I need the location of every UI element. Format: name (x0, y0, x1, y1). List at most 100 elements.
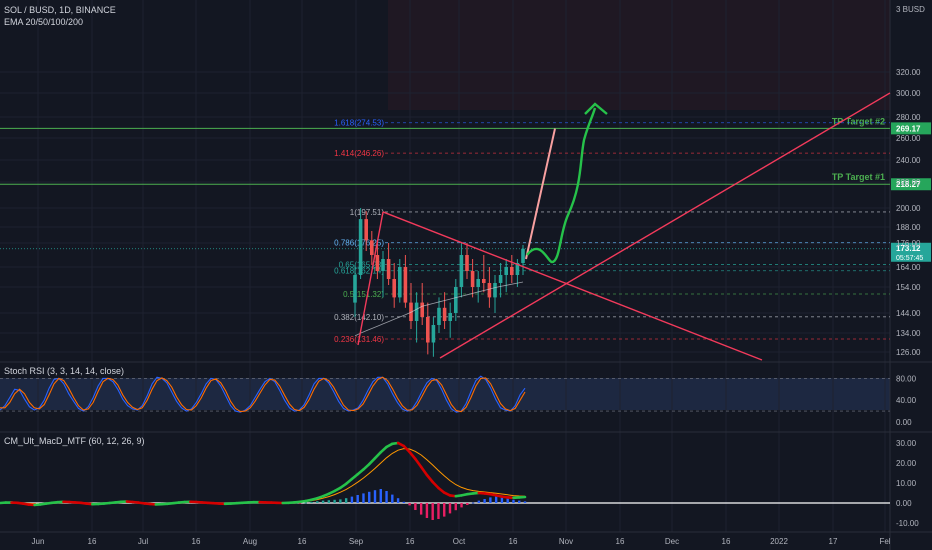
macd-line-segment (431, 480, 440, 490)
ascending-trendline (439, 92, 891, 359)
macd-histogram-bar (494, 496, 498, 503)
macd-histogram-bar (339, 499, 342, 503)
price-tick-label: 280.00 (896, 113, 921, 122)
macd-histogram-bar (518, 500, 521, 503)
time-tick-label: 16 (509, 537, 518, 546)
macd-histogram-bar (448, 503, 452, 514)
macd-histogram-bar (419, 503, 423, 515)
candle-body (521, 248, 525, 263)
candle-body (375, 255, 380, 271)
macd-histogram-bar (344, 498, 348, 503)
macd-histogram-bar (443, 503, 446, 517)
candle-body (392, 279, 396, 298)
candle-body (437, 307, 441, 325)
macd-histogram-bar (402, 501, 406, 503)
time-tick-label: 16 (298, 537, 307, 546)
macd-line-segment (414, 457, 423, 469)
stoch-band-fill (0, 378, 890, 410)
price-tick-label: 240.00 (896, 156, 921, 165)
macd-histogram-bar (414, 503, 417, 510)
tp-label-1: TP Target #2 (832, 116, 885, 126)
macd-histogram-bar (362, 493, 365, 503)
candle-body (493, 283, 497, 298)
macd-histogram-bar (425, 503, 429, 518)
candle-body (448, 313, 452, 321)
macd-line-segment (373, 450, 383, 460)
time-tick-label: 16 (722, 537, 731, 546)
price-tick-label: 164.00 (896, 263, 921, 272)
macd-pane[interactable] (0, 441, 890, 520)
macd-histogram-bar (304, 502, 307, 504)
projection-arrow-path (526, 107, 597, 264)
rally-trendline (357, 211, 384, 346)
candle-body (426, 317, 430, 343)
macd-histogram-bar (512, 499, 515, 503)
time-tick-label: Jun (32, 537, 45, 546)
macd-histogram-bar (350, 496, 354, 503)
macd-line-segment (402, 444, 411, 454)
price-tick-label: 144.00 (896, 309, 921, 318)
descending-trendline (382, 211, 763, 361)
candle-body (414, 302, 419, 321)
candle-body (403, 267, 408, 303)
time-tick-label: 16 (192, 537, 201, 546)
macd-histogram-bar (477, 500, 481, 503)
macd-histogram-bar (316, 501, 319, 503)
candle-body (459, 255, 464, 287)
symbol-title: SOL / BUSD, 1D, BINANCE (4, 5, 116, 15)
candle-body (353, 275, 357, 303)
time-tick-label: Dec (665, 537, 679, 546)
macd-histogram-bar (310, 502, 313, 503)
macd-line-segment (425, 473, 435, 484)
price-tick-label: 200.00 (896, 204, 921, 213)
price-tick-label: 220.00 (896, 178, 921, 187)
price-tick-label: 260.00 (896, 134, 921, 143)
projection-line (525, 128, 556, 260)
candle-body (510, 267, 514, 275)
stoch-rsi-pane[interactable] (0, 375, 890, 413)
candle-body (386, 259, 391, 279)
tp-label-2: TP Target #1 (832, 172, 885, 182)
price-pane[interactable]: TP Target #2 269.17 TP Target #1 218.27 1.61… (0, 92, 931, 361)
macd-tick-label: 20.00 (896, 459, 917, 468)
candle-body (420, 302, 424, 317)
candle-body (370, 240, 374, 255)
macd-histogram-bar (489, 497, 492, 503)
tp-price-badge-2 (891, 178, 931, 191)
price-tick-label: 126.00 (896, 348, 921, 357)
countdown-text: 05:57:45 (896, 255, 923, 262)
candle-body (358, 219, 363, 275)
price-tick-label: 154.00 (896, 283, 921, 292)
macd-histogram-bar (373, 490, 377, 503)
tp-price-text-1: 269.17 (896, 124, 921, 133)
stoch-series-line-1 (0, 375, 526, 413)
macd-line-segment (408, 450, 417, 461)
macd-histogram-bar (333, 499, 336, 503)
time-tick-label: 16 (406, 537, 415, 546)
candle-body (498, 275, 503, 283)
time-tick-label: 16 (88, 537, 97, 546)
macd-histogram-bar (298, 503, 302, 504)
candle-body (381, 259, 385, 271)
candle-body (476, 279, 480, 287)
price-tick-label: 188.00 (896, 223, 921, 232)
time-tick-label: 16 (616, 537, 625, 546)
macd-tick-label: 30.00 (896, 439, 917, 448)
time-tick-label: Nov (559, 537, 573, 546)
macd-title: CM_Ult_MacD_MTF (60, 12, 26, 9) (4, 436, 145, 446)
candle-body (431, 325, 436, 343)
macd-histogram-bar (391, 494, 394, 503)
macd-histogram-bar (460, 503, 463, 508)
time-tick-label: Jul (138, 537, 148, 546)
stoch-tick-label: 40.00 (896, 396, 917, 405)
fib-level-label: 1(197.51) (350, 208, 385, 217)
ema-line (354, 281, 524, 337)
macd-signal-line (0, 448, 526, 505)
time-tick-label: Fel (879, 537, 890, 546)
macd-tick-label: 0.00 (896, 499, 912, 508)
candle-body (487, 283, 492, 298)
macd-histogram-bar (356, 495, 359, 503)
macd-line-segment (367, 456, 377, 466)
